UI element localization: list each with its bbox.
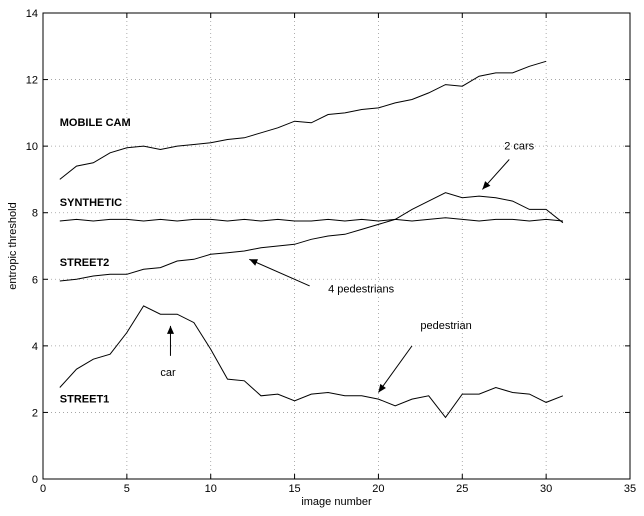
x-tick-label: 35 [624,483,636,495]
x-tick-label: 15 [288,483,300,495]
x-tick-label: 0 [40,483,46,495]
series-labels: MOBILE CAM SYNTHETIC STREET2 STREET1 [60,117,131,405]
series-line-street2 [59,192,564,282]
annotations: 2 cars 4 pedestrians car pedestrian [160,140,535,393]
annotation-4-pedestrians: 4 pedestrians [328,284,395,296]
annotation-2-cars: 2 cars [504,140,534,152]
annotation-arrow-pedestrian [378,345,413,393]
y-tick-label: 8 [32,208,38,220]
annotation-arrowhead-car [167,325,174,334]
series-line-street1 [59,305,564,419]
series-label-street2: STREET2 [60,257,110,269]
y-tick-label: 14 [26,8,38,20]
x-tick-label: 10 [205,483,217,495]
y-tick-label: 0 [32,474,38,486]
y-tick-label: 12 [26,75,38,87]
series-line-mobile-cam [59,60,547,180]
annotation-arrowhead-4-pedestrians [249,259,258,266]
y-axis-label: entropic threshold [7,202,19,289]
annotation-pedestrian: pedestrian [420,320,471,332]
series-label-street1: STREET1 [60,393,110,405]
grid [43,13,630,479]
y-tick-label: 2 [32,407,38,419]
axes: 0 5 10 15 20 25 30 35 0 2 4 6 8 10 12 14 [26,8,636,495]
annotation-arrow-4-pedestrians [249,258,310,287]
x-tick-label: 20 [372,483,384,495]
annotation-car: car [160,367,176,379]
x-tick-label: 5 [124,483,130,495]
x-tick-label: 25 [456,483,468,495]
plot-frame [42,12,631,480]
series-label-synthetic: SYNTHETIC [60,197,122,209]
series-line-synthetic [59,217,563,222]
annotation-arrowhead-2-cars [482,181,491,190]
y-tick-label: 10 [26,141,38,153]
y-tick-label: 4 [32,341,38,353]
series-label-mobile-cam: MOBILE CAM [60,117,131,129]
x-axis-label: image number [301,496,372,508]
y-tick-label: 6 [32,274,38,286]
series-lines [59,60,564,419]
annotation-arrowhead-pedestrian [378,383,386,393]
x-tick-label: 30 [540,483,552,495]
